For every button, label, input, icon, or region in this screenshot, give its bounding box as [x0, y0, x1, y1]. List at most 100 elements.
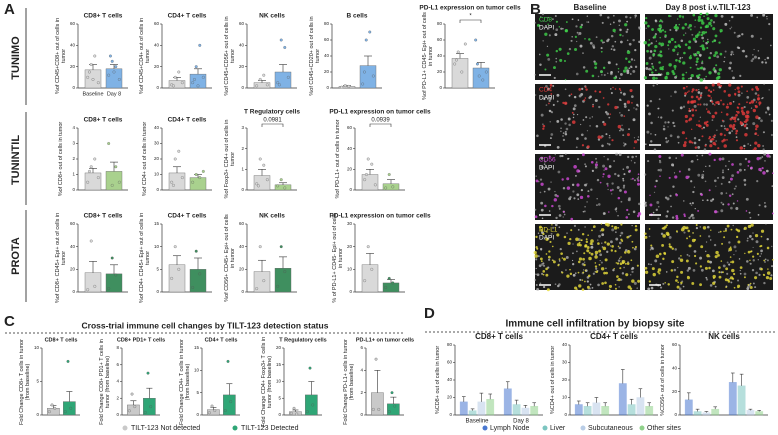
nucleus-dot — [545, 85, 548, 88]
nucleus-dot — [612, 21, 615, 24]
nucleus-dot — [564, 153, 567, 155]
nucleus-dot — [757, 214, 760, 216]
marker-dot — [574, 35, 578, 39]
nucleus-dot — [568, 47, 572, 51]
marker-dot — [683, 141, 687, 144]
marker-dot — [754, 132, 758, 135]
nucleus-dot — [687, 26, 690, 29]
marker-dot — [676, 285, 680, 289]
y-tick-label: 40 — [447, 377, 453, 382]
bar — [530, 406, 539, 416]
nucleus-dot — [548, 210, 551, 212]
nucleus-dot — [618, 28, 622, 32]
marker-dot — [704, 144, 707, 147]
marker-dot — [564, 29, 568, 33]
stain-label: DAPI — [539, 95, 554, 102]
marker-dot — [758, 167, 762, 172]
data-point — [262, 163, 266, 167]
y-tick-label: 15 — [154, 221, 160, 226]
nucleus-dot — [586, 21, 588, 23]
nucleus-dot — [669, 28, 672, 31]
nucleus-dot — [564, 88, 567, 91]
marker-dot — [728, 194, 732, 197]
data-point — [114, 273, 118, 277]
nucleus-dot — [612, 268, 615, 272]
marker-dot — [719, 84, 722, 87]
marker-dot — [569, 272, 573, 276]
y-axis-label: %of PD-L1+ out of cells in tumor — [335, 119, 341, 199]
marker-dot — [564, 78, 567, 81]
marker-dot — [681, 73, 685, 77]
y-tick-label: 20 — [154, 156, 160, 161]
y-tick-label: 0 — [564, 412, 567, 417]
marker-dot — [763, 259, 766, 262]
marker-dot — [729, 256, 732, 258]
marker-dot — [755, 85, 759, 89]
data-point — [53, 406, 57, 410]
nucleus-dot — [671, 109, 674, 112]
nucleus-dot — [710, 199, 713, 203]
marker-dot — [542, 273, 545, 276]
nucleus-dot — [546, 87, 550, 91]
marker-dot — [717, 253, 720, 257]
marker-dot — [659, 175, 661, 177]
marker-dot — [747, 250, 751, 254]
nucleus-dot — [722, 169, 724, 172]
nucleus-dot — [620, 91, 623, 94]
marker-dot — [670, 269, 674, 272]
nucleus-dot — [573, 104, 577, 107]
marker-dot — [675, 214, 679, 218]
y-tick-label: 0 — [156, 187, 159, 192]
nucleus-dot — [766, 259, 769, 262]
nucleus-dot — [592, 272, 595, 275]
nucleus-dot — [556, 120, 560, 123]
marker-dot — [715, 250, 719, 255]
chart-title: CD8+ T cells — [475, 332, 523, 341]
marker-dot — [594, 62, 598, 66]
nucleus-dot — [618, 246, 621, 250]
nucleus-dot — [650, 140, 653, 143]
bar — [636, 397, 645, 416]
bar — [574, 404, 583, 416]
nucleus-dot — [550, 181, 552, 183]
nucleus-dot — [601, 41, 604, 44]
marker-dot — [700, 19, 704, 22]
nucleus-dot — [746, 95, 750, 99]
marker-dot — [676, 18, 679, 20]
panel-title: Cross-trial immune cell changes by TILT-… — [82, 320, 329, 330]
data-point — [265, 83, 269, 87]
marker-dot — [613, 226, 618, 230]
data-point — [276, 284, 280, 288]
marker-dot — [659, 54, 663, 58]
y-tick-label: 4 — [116, 379, 119, 384]
nucleus-dot — [620, 113, 624, 117]
marker-dot — [680, 255, 682, 257]
y-tick-label: 60 — [239, 221, 245, 226]
marker-dot — [691, 141, 694, 144]
marker-dot — [594, 262, 597, 264]
nucleus-dot — [595, 36, 598, 39]
nucleus-dot — [601, 242, 603, 244]
nucleus-dot — [748, 211, 751, 214]
nucleus-dot — [655, 40, 658, 42]
nucleus-dot — [623, 102, 627, 106]
nucleus-dot — [571, 183, 575, 187]
data-point — [277, 83, 281, 87]
data-point — [283, 186, 287, 190]
nucleus-dot — [634, 14, 637, 17]
nucleus-dot — [698, 53, 702, 57]
marker-dot — [757, 143, 761, 148]
nucleus-dot — [571, 18, 574, 21]
marker-dot — [546, 231, 548, 233]
legend-swatch — [639, 425, 645, 431]
y-tick-label: 40 — [239, 43, 245, 48]
marker-dot — [760, 235, 763, 238]
nucleus-dot — [764, 261, 766, 263]
marker-dot — [701, 30, 706, 35]
nucleus-dot — [587, 190, 590, 193]
nucleus-dot — [703, 103, 706, 106]
marker-dot — [682, 34, 685, 36]
marker-dot — [744, 124, 747, 126]
y-tick-label: 1 — [72, 172, 75, 177]
y-tick-label: 60 — [154, 21, 160, 26]
